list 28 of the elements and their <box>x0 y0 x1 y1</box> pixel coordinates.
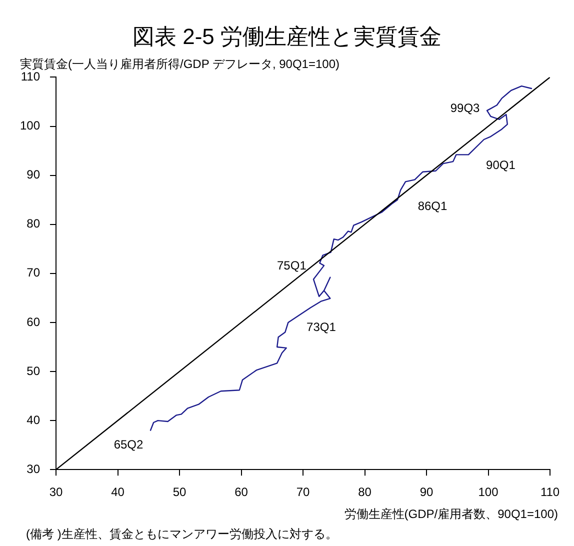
y-tick-label: 110 <box>20 70 40 84</box>
annotation: 99Q3 <box>450 100 480 115</box>
y-tick-label: 50 <box>26 364 40 378</box>
x-tick-label: 60 <box>234 485 248 500</box>
x-tick-label: 70 <box>296 485 310 500</box>
y-axis-title: 実質賃金(一人当り雇用者所得/GDP デフレータ, 90Q1=100) <box>20 56 340 72</box>
y-tick-label: 80 <box>26 216 40 231</box>
y-tick-label: 70 <box>26 266 40 280</box>
x-tick-label: 90 <box>420 485 434 500</box>
y-tick-label: 60 <box>26 314 40 329</box>
x-tick-label: 80 <box>358 485 372 500</box>
x-tick-label: 50 <box>172 485 187 500</box>
annotation: 65Q2 <box>114 438 144 452</box>
x-axis-title: 労働生産性(GDP/雇用者数、90Q1=100) <box>344 506 558 523</box>
y-tick-label: 30 <box>26 462 40 476</box>
x-tick-label: 30 <box>49 485 64 500</box>
x-tick-label: 40 <box>111 485 125 500</box>
y-tick-label: 100 <box>20 118 40 133</box>
chart-title: 図表 2-5 労働生産性と実質賃金 <box>131 23 443 51</box>
x-tick-label: 110 <box>540 485 560 500</box>
x-tick-label: 100 <box>478 485 499 500</box>
text: (備考 )生産性、賃金ともにマンアワー労働投入に対する。 <box>26 526 338 543</box>
y-tick-label: 90 <box>26 168 40 182</box>
annotation: 86Q1 <box>418 198 448 213</box>
annotation: 73Q1 <box>306 320 336 334</box>
annotation: 75Q1 <box>277 258 307 272</box>
annotation: 90Q1 <box>486 158 516 172</box>
y-tick-label: 40 <box>26 412 40 427</box>
